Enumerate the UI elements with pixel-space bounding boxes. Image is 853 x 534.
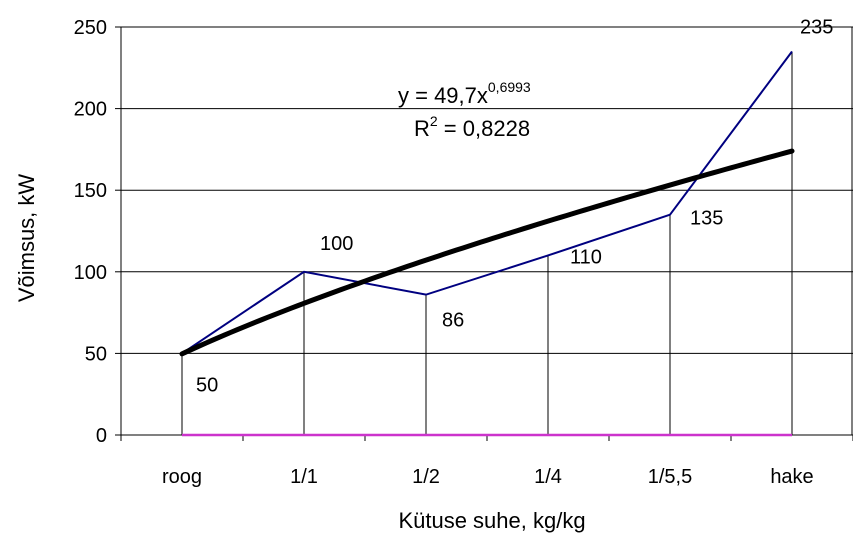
trendline-path	[179, 148, 795, 357]
data-label: 50	[196, 374, 218, 396]
y-tick-labels: 0 50 100 150 200 250	[74, 17, 107, 447]
data-label: 235	[800, 16, 833, 38]
x-tick-label: 1/1	[290, 466, 318, 488]
drop-lines	[181, 51, 793, 435]
trendline	[179, 148, 795, 357]
data-label: 86	[442, 310, 464, 332]
y-tick-label: 250	[74, 17, 107, 39]
gridlines	[121, 26, 853, 354]
data-label: 135	[690, 208, 723, 230]
data-label: 110	[570, 246, 602, 268]
y-tick-label: 100	[74, 262, 107, 284]
y-tick-label: 0	[96, 425, 107, 447]
x-tick-labels: roog 1/1 1/2 1/4 1/5,5 hake	[162, 466, 814, 488]
y-axis-label: Võimsus, kW	[14, 174, 39, 303]
series-lines	[181, 50, 793, 437]
x-tick-label: 1/5,5	[648, 466, 692, 488]
x-axis-label: Kütuse suhe, kg/kg	[398, 508, 585, 533]
data-labels: 50 100 86 110 135 235	[196, 16, 833, 396]
y-tick-label: 200	[74, 99, 107, 121]
x-tick-label: hake	[770, 466, 813, 488]
y-tick-label: 50	[85, 343, 107, 365]
x-tick-label: 1/4	[534, 466, 562, 488]
series-line-main	[181, 50, 793, 355]
x-tick-label: roog	[162, 466, 202, 488]
y-tick-label: 150	[74, 180, 107, 202]
x-tick-label: 1/2	[412, 466, 440, 488]
data-label: 100	[320, 233, 353, 255]
trendline-r2: R2 = 0,8228	[414, 113, 530, 141]
trendline-equation: y = 49,7x0,6993	[398, 79, 531, 108]
